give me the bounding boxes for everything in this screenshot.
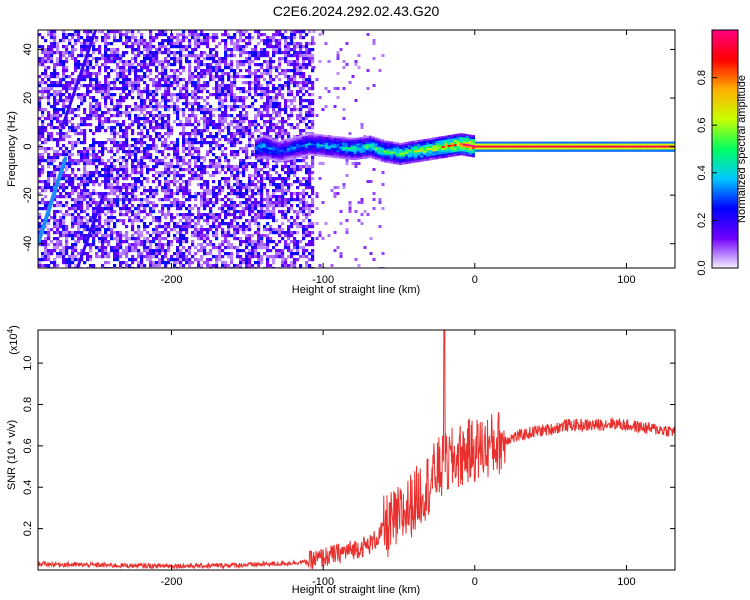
x-tick-label: -100 — [312, 576, 334, 588]
y-tick-label: -40 — [22, 236, 34, 252]
y-tick-label: 0.4 — [22, 480, 34, 495]
y-tick-label: 0.6 — [22, 438, 34, 453]
spectrogram-x-ticks: -200 -100 0 100 — [160, 30, 636, 286]
snr-series-line — [38, 330, 675, 570]
colorbar-frame — [711, 29, 739, 269]
y-tick-label: 1.0 — [22, 355, 34, 370]
snr-y-label: SNR (10 * v/v) — [6, 420, 18, 490]
colorbar-tick-label: 0.8 — [696, 70, 708, 85]
snr-y-multiplier-exp: 4 — [6, 328, 15, 333]
x-tick-label: 0 — [472, 274, 478, 286]
spectrogram-image — [38, 30, 675, 268]
y-tick-label: 20 — [22, 92, 34, 104]
y-tick-label: 0 — [22, 144, 34, 150]
snr-frame — [37, 329, 676, 571]
snr-x-label: Height of straight line (km) — [292, 584, 420, 596]
colorbar: 0.0 0.2 0.4 0.6 0.8 Normalized spectral ampl… — [696, 29, 748, 276]
diagonal-track — [60, 30, 98, 129]
colorbar-ticks: 0.0 0.2 0.4 0.6 0.8 — [696, 70, 717, 276]
diagonal-track — [75, 193, 105, 268]
y-tick-label: -20 — [22, 187, 34, 203]
snr-plot — [38, 330, 675, 570]
spectrogram-y-ticks: -40 -20 0 20 40 — [22, 43, 675, 252]
snr-y-multiplier: (x104) — [6, 325, 20, 355]
snr-panel: -200 -100 0 100 0.2 0.4 0.6 0.8 1.0 Height of s… — [6, 325, 676, 596]
snr-x-ticks: -200 -100 0 100 — [160, 330, 636, 588]
snr-y-multiplier-close: ) — [8, 325, 20, 329]
colorbar-tick-label: 0.4 — [696, 165, 708, 180]
x-tick-label: -200 — [160, 274, 182, 286]
spectrogram-x-label: Height of straight line (km) — [292, 284, 420, 296]
diagonal-track — [38, 156, 68, 246]
x-tick-label: -200 — [160, 576, 182, 588]
colorbar-tick-label: 0.6 — [696, 118, 708, 133]
colorbar-label: Normalized spectral amplitude — [736, 75, 748, 223]
colorbar-gradient — [712, 30, 738, 268]
spectrogram-frame — [37, 29, 676, 269]
y-tick-label: 40 — [22, 43, 34, 55]
y-tick-label: 0.2 — [22, 521, 34, 536]
y-tick-label: 0.8 — [22, 397, 34, 412]
colorbar-tick-label: 0.2 — [696, 213, 708, 228]
figure-title: C2E6.2024.292.02.43.G20 — [273, 3, 440, 19]
x-tick-label: 0 — [472, 576, 478, 588]
snr-y-multiplier-base: (x10 — [8, 333, 20, 354]
x-tick-label: -100 — [312, 274, 334, 286]
x-tick-label: 100 — [617, 274, 635, 286]
snr-y-ticks: 0.2 0.4 0.6 0.8 1.0 — [22, 355, 675, 536]
spectrogram-y-label: Frequency (Hz) — [6, 111, 18, 187]
snr-background — [38, 330, 675, 570]
colorbar-tick-label: 0.0 — [696, 260, 708, 275]
x-tick-label: 100 — [617, 576, 635, 588]
